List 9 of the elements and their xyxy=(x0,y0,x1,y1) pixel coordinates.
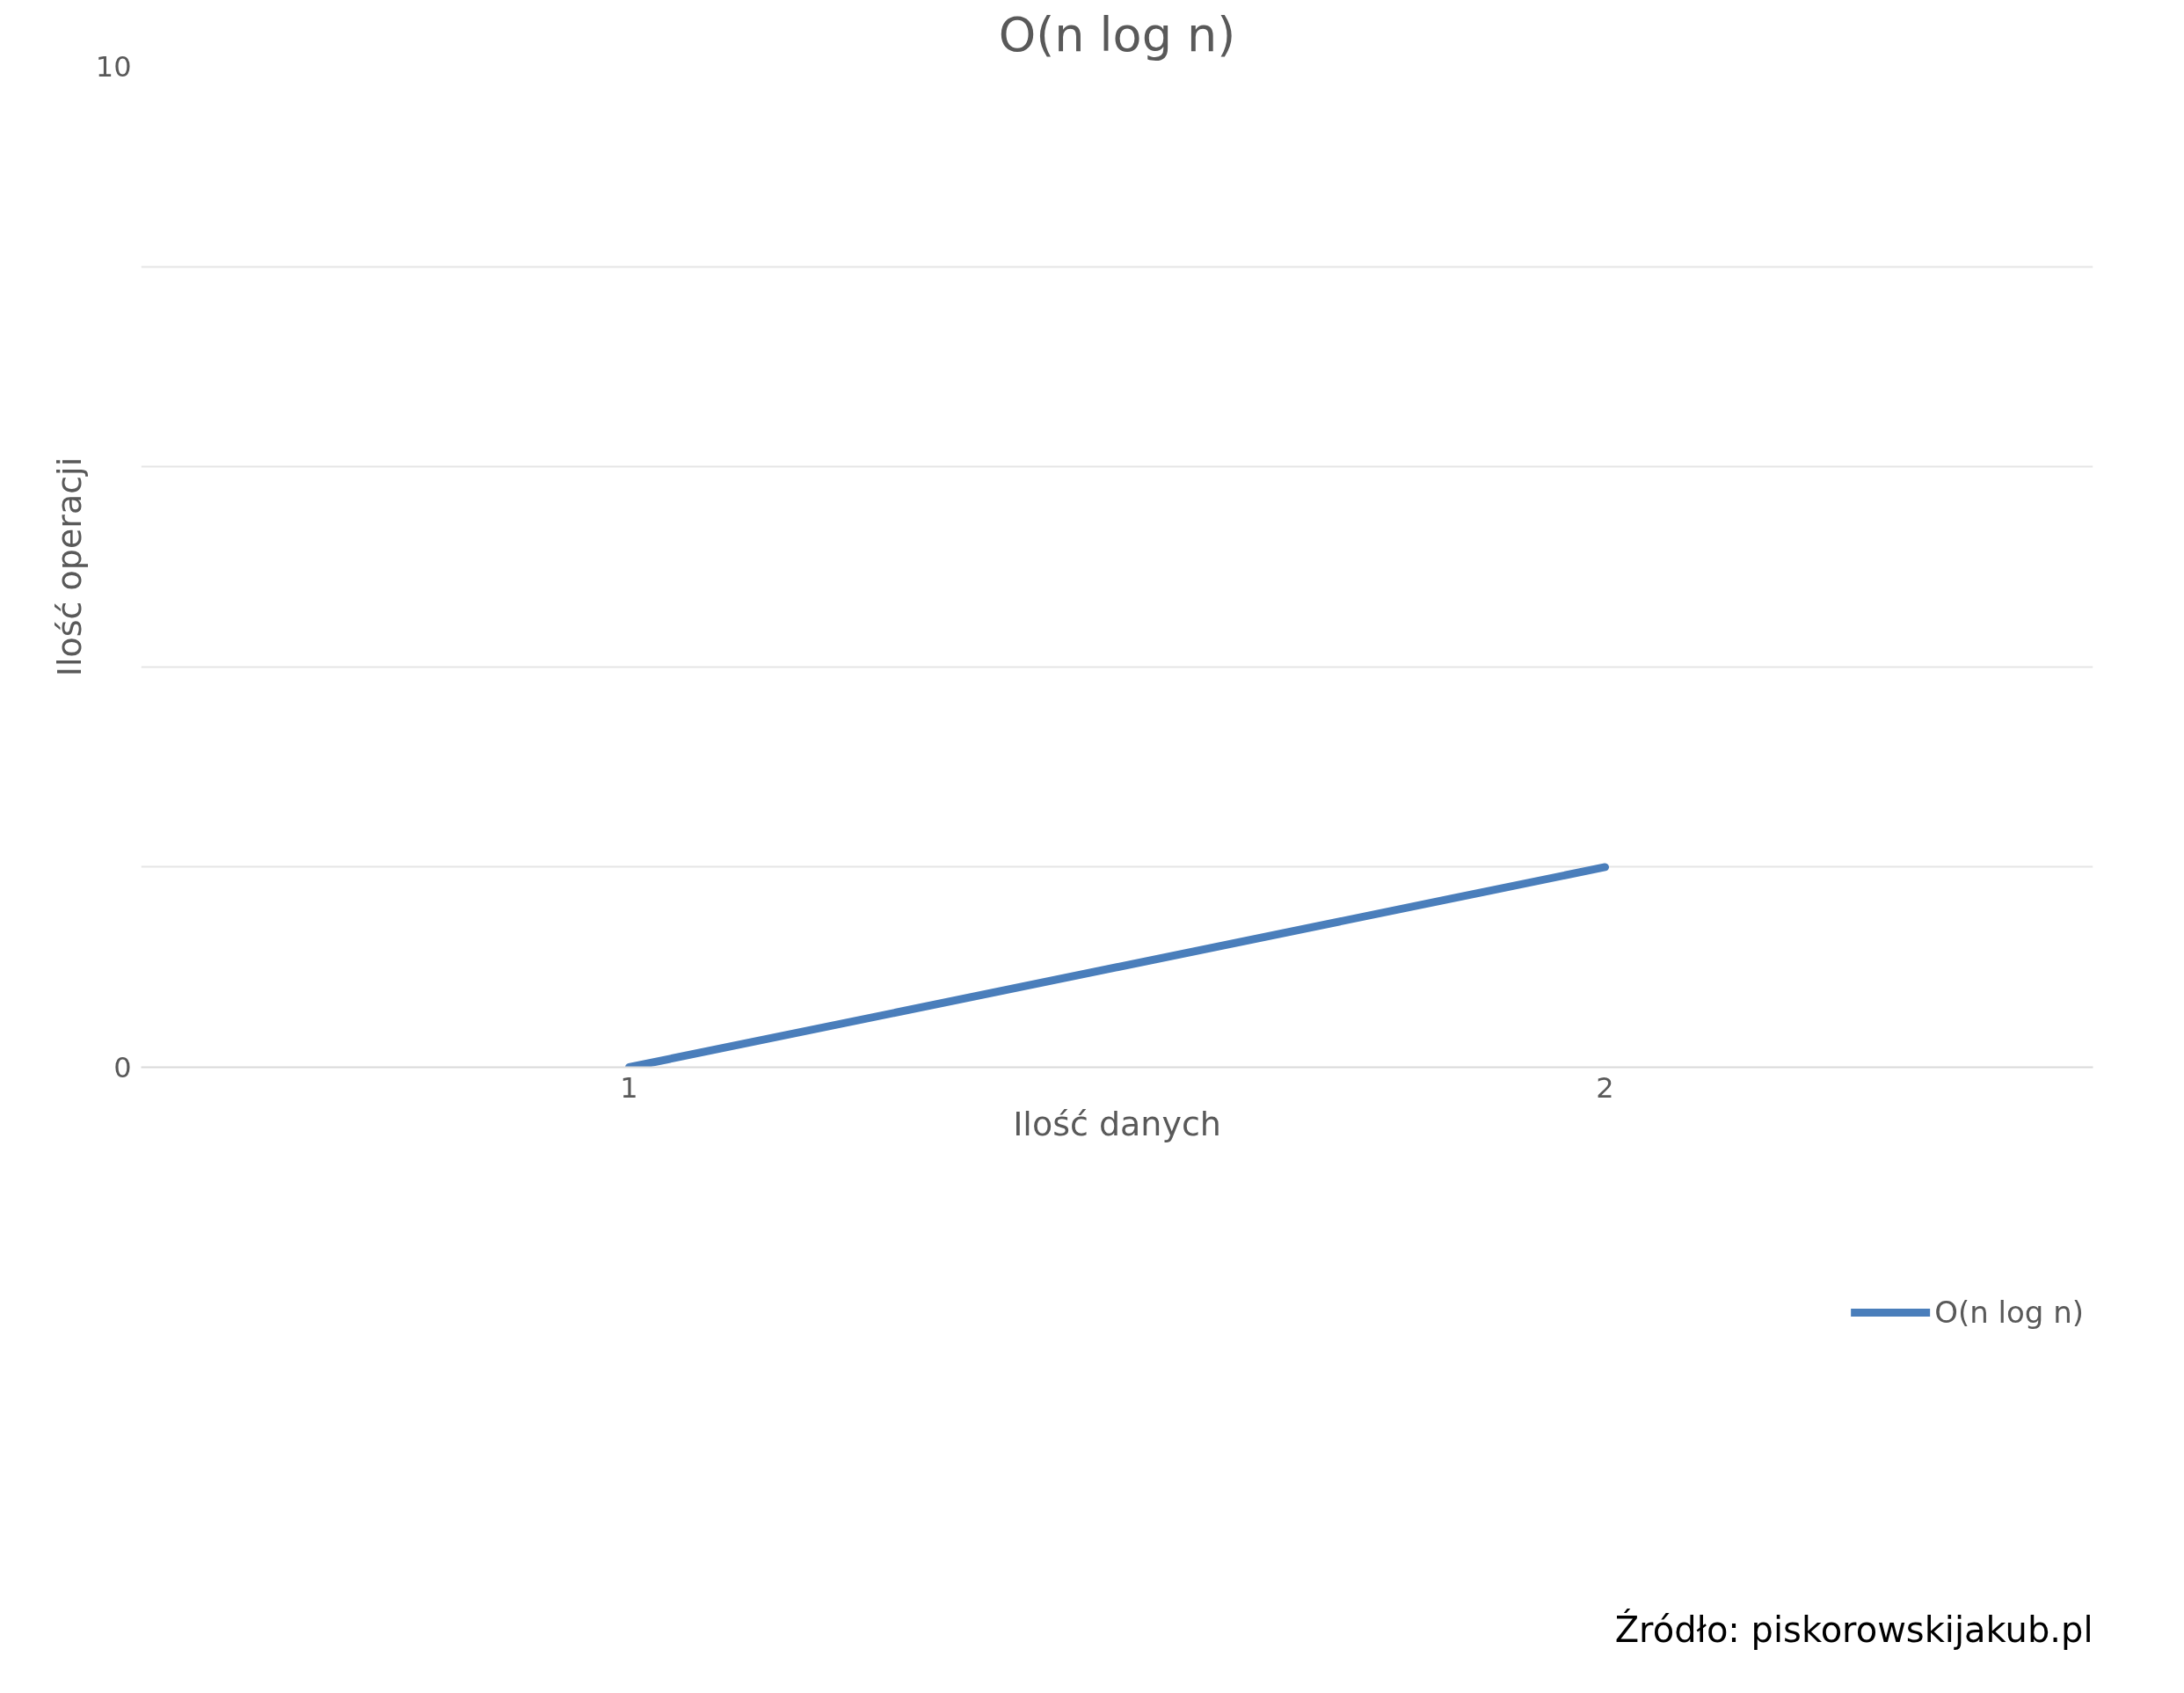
y-tick-label: 0 xyxy=(113,1051,132,1084)
legend-label: O(n log n) xyxy=(1934,1295,2084,1330)
x-axis-title: Ilość danych xyxy=(1013,1104,1221,1143)
y-axis-title: Ilość operacji xyxy=(49,456,89,677)
x-tick-label: 2 xyxy=(1596,1070,1614,1105)
x-tick-label: 1 xyxy=(620,1070,638,1105)
text: Źródło: piskorowskijakub.pl xyxy=(1614,1608,2093,1650)
y-tick-label: 10 xyxy=(95,50,132,84)
chart-title: O(n log n) xyxy=(998,6,1236,62)
